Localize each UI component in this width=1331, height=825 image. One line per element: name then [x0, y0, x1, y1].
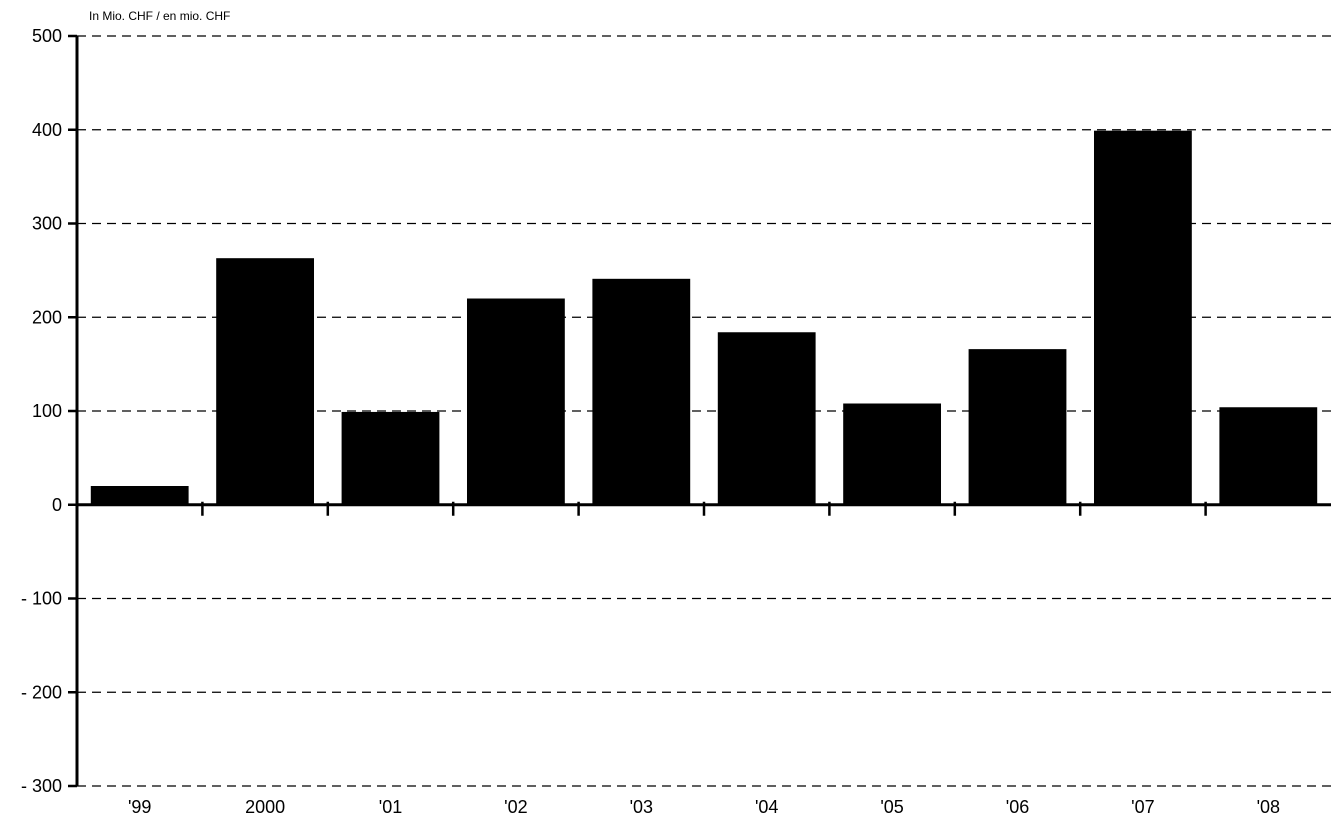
x-tick-label: '99	[128, 797, 151, 817]
bar	[1219, 407, 1318, 505]
x-tick-label: '06	[1006, 797, 1029, 817]
x-tick-label: '01	[379, 797, 402, 817]
x-tick-label: '03	[630, 797, 653, 817]
x-tick-label: 2000	[245, 797, 285, 817]
bars	[90, 130, 1318, 505]
y-tick-label: 300	[32, 214, 62, 234]
y-tick-label: 200	[32, 307, 62, 327]
unit-label: In Mio. CHF / en mio. CHF	[89, 9, 230, 23]
x-tick-label: '07	[1131, 797, 1154, 817]
y-tick-label: - 300	[21, 776, 62, 796]
y-axis-labels: 500 400 300 200 100 0 - 100 - 200 - 300	[21, 26, 77, 796]
x-tick-label: '02	[504, 797, 527, 817]
x-tick-label: '08	[1257, 797, 1280, 817]
y-tick-label: - 200	[21, 682, 62, 702]
bar	[843, 403, 942, 505]
bar	[592, 278, 691, 505]
y-tick-label: 400	[32, 120, 62, 140]
x-tick-label: '05	[880, 797, 903, 817]
x-axis-labels: '99 2000 '01 '02 '03 '04 '05 '06 '07 '08	[128, 797, 1280, 817]
bar	[968, 349, 1067, 505]
bar	[466, 298, 565, 505]
x-tick-label: '04	[755, 797, 778, 817]
y-tick-label: 0	[52, 495, 62, 515]
bar	[90, 486, 189, 505]
y-tick-label: 500	[32, 26, 62, 46]
bar	[216, 258, 315, 505]
y-tick-label: - 100	[21, 589, 62, 609]
bar	[717, 332, 816, 505]
y-tick-label: 100	[32, 401, 62, 421]
bar	[341, 411, 440, 505]
bar	[1093, 130, 1192, 505]
